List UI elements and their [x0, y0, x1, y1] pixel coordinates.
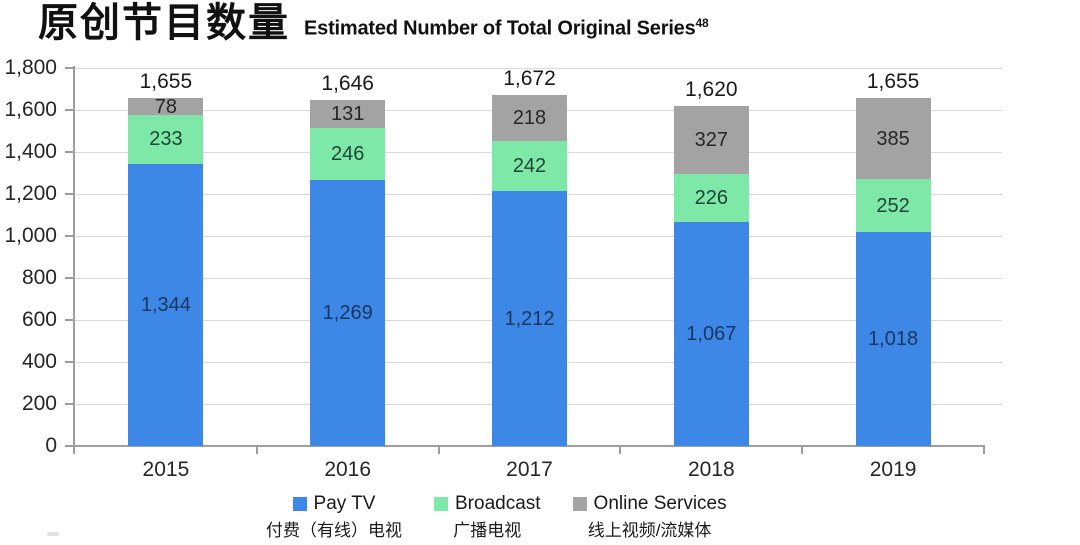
legend-label-chinese: 线上视频/流媒体 [587, 521, 712, 540]
bar-segment-value: 252 [876, 194, 910, 217]
bar-segment-online-services: 131 [310, 100, 386, 128]
legend-item-pay-tv: Pay TV 付费（有线）电视 [266, 493, 402, 541]
bar-segment-value: 78 [154, 95, 178, 118]
y-axis-line [73, 66, 75, 454]
y-axis-tick-label: 800 [21, 266, 57, 289]
y-axis-tick-label: 1,200 [4, 182, 57, 205]
x-axis-line [73, 445, 985, 447]
chart-legend: Pay TV 付费（有线）电视 Broadcast 广播电视 Online Servic… [266, 493, 727, 541]
legend-label-english: Pay TV [313, 493, 376, 514]
bar-segment-broadcast: 252 [855, 179, 931, 233]
y-axis-tick-label: 1,800 [4, 56, 57, 79]
x-axis-tick [983, 446, 985, 454]
bar-segment-broadcast: 246 [310, 127, 386, 180]
y-axis-tick-label: 400 [21, 350, 57, 373]
bar-total-label: 1,655 [866, 70, 920, 94]
bar-segment-value: 246 [331, 142, 365, 165]
x-axis-tick [255, 446, 258, 454]
legend-label-chinese: 付费（有线）电视 [266, 521, 402, 540]
y-axis-tick [65, 277, 74, 279]
y-axis-tick-label: 1,600 [4, 98, 57, 121]
gridline [75, 67, 1002, 69]
legend-label-english: Broadcast [455, 493, 541, 514]
y-axis-tick-label: 1,000 [4, 224, 57, 247]
y-axis-tick [65, 361, 74, 363]
bar-segment-pay-tv: 1,067 [673, 221, 749, 446]
legend-swatch-icon [434, 497, 448, 511]
bar-segment-online-services: 327 [673, 105, 749, 175]
bar-segment-value: 226 [694, 187, 728, 210]
bar-segment-value: 233 [149, 128, 183, 151]
bar-segment-value: 1,269 [322, 301, 373, 324]
x-axis-category-label: 2016 [324, 458, 372, 481]
legend-item-online-services: Online Services 线上视频/流媒体 [572, 493, 727, 541]
bar-segment-value: 1,344 [140, 293, 191, 316]
y-axis-tick [65, 445, 74, 447]
legend-swatch-icon [292, 497, 307, 511]
bar-segment-value: 1,212 [504, 307, 555, 330]
bar-segment-value: 1,018 [868, 328, 919, 351]
legend-row: Pay TV [292, 493, 376, 515]
x-axis-category-label: 2017 [506, 458, 553, 481]
bar-segment-value: 131 [331, 103, 365, 126]
bar-total-label: 1,655 [139, 70, 193, 94]
bar-segment-broadcast: 226 [673, 174, 749, 222]
stray-mark [47, 532, 59, 536]
bar-segment-value: 385 [876, 127, 910, 150]
legend-label-english: Online Services [593, 493, 727, 514]
x-axis-tick [619, 446, 622, 454]
legend-swatch-icon [572, 497, 587, 511]
y-axis-tick [65, 403, 74, 405]
bar-segment-online-services: 218 [492, 94, 567, 141]
bar-segment-pay-tv: 1,269 [310, 179, 386, 446]
x-axis-category-label: 2018 [687, 458, 735, 481]
bar-segment-pay-tv: 1,344 [128, 163, 204, 446]
bar-total-label: 1,672 [503, 66, 556, 90]
y-axis-tick [65, 235, 74, 237]
y-axis-tick [65, 319, 74, 321]
y-axis-tick [65, 109, 74, 111]
x-axis-category-label: 2019 [869, 458, 917, 481]
bar-segment-online-services: 385 [855, 98, 931, 180]
y-axis-tick [65, 193, 74, 195]
bar-total-label: 1,620 [685, 77, 738, 101]
legend-row: Online Services [572, 493, 727, 515]
x-axis-tick [801, 446, 804, 454]
x-axis-category-label: 2015 [142, 458, 190, 481]
y-axis-tick-label: 200 [21, 392, 57, 415]
y-axis-tick [65, 67, 74, 69]
legend-label-chinese: 广播电视 [453, 521, 522, 540]
bar-segment-value: 1,067 [686, 322, 737, 345]
bar-segment-broadcast: 233 [128, 114, 204, 164]
footnote-reference: 48 [695, 15, 709, 30]
bar-segment-pay-tv: 1,018 [855, 232, 931, 446]
bar-segment-value: 218 [512, 106, 547, 129]
chart-title-chinese: 原创节目数量 [38, 1, 290, 45]
y-axis-tick-label: 600 [21, 308, 57, 331]
y-axis-tick [65, 151, 74, 153]
y-axis-tick-label: 1,400 [4, 140, 57, 163]
chart-header: 原创节目数量 Estimated Number of Total Origina… [38, 0, 709, 48]
legend-item-broadcast: Broadcast 广播电视 [434, 493, 541, 541]
bar-segment-value: 242 [512, 155, 547, 178]
bar-segment-pay-tv: 1,212 [492, 191, 567, 446]
x-axis-tick [437, 446, 440, 454]
bar-segment-broadcast: 242 [492, 140, 567, 192]
bar-segment-online-services: 78 [128, 95, 204, 118]
legend-row: Broadcast [434, 493, 541, 515]
y-axis-tick-label: 0 [45, 434, 57, 457]
chart-title-english: Estimated Number of Total Original Serie… [304, 15, 709, 48]
chart-title-english-text: Estimated Number of Total Original Serie… [304, 17, 696, 40]
bar-segment-value: 327 [694, 129, 728, 152]
bar-total-label: 1,646 [321, 72, 374, 96]
